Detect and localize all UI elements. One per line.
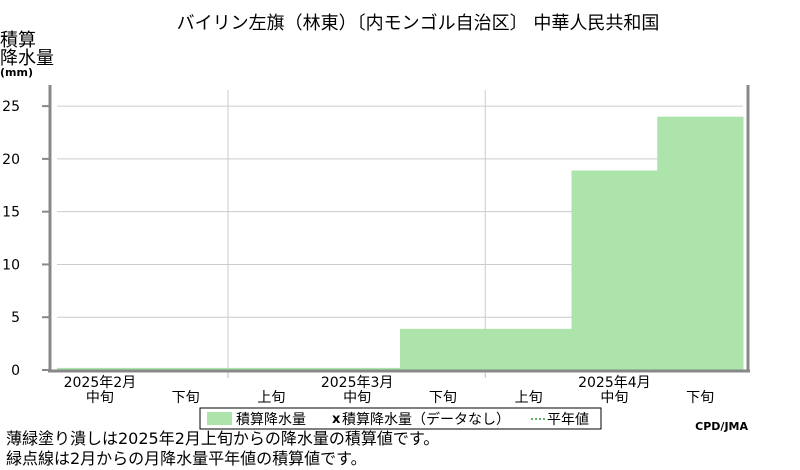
legend-box: [199, 407, 602, 430]
x-month-label: 2025年2月: [64, 375, 137, 391]
credit-label: CPD/JMA: [695, 420, 748, 433]
y-axis-label-line: 降水量: [0, 48, 54, 69]
x-dekad-label: 中旬: [86, 390, 114, 406]
y-tick-label: 25: [2, 99, 20, 115]
y-axis-label-line: (mm): [0, 66, 33, 79]
x-dekad-label: 中旬: [343, 390, 371, 406]
bar: [571, 170, 658, 370]
y-tick-label: 5: [11, 310, 20, 326]
bar: [228, 367, 315, 370]
x-month-label: 2025年4月: [578, 375, 651, 391]
legend-label: 積算降水量（データなし）: [342, 411, 510, 428]
x-dekad-label: 下旬: [686, 390, 714, 406]
y-tick-label: 10: [2, 257, 20, 273]
legend: 積算降水量 x 積算降水量（データなし） 平年値: [199, 407, 602, 430]
y-tick-label: 0: [11, 363, 20, 379]
x-month-label: 2025年3月: [321, 375, 394, 391]
y-tick-label: 20: [2, 152, 20, 168]
x-dekad-label: 下旬: [429, 390, 457, 406]
x-dekad-label: 上旬: [257, 390, 285, 406]
legend-label: 積算降水量: [236, 412, 306, 428]
bar: [142, 367, 229, 370]
bars: [57, 116, 744, 371]
legend-swatch-fill: [207, 412, 232, 425]
bar: [314, 367, 401, 370]
axes: [42, 85, 750, 378]
y-tick-label: 15: [2, 205, 20, 221]
note-fill: 薄緑塗り潰しは2025年2月上旬からの降水量の積算値です。: [6, 429, 440, 448]
bar: [657, 116, 744, 371]
x-dekad-label: 下旬: [172, 390, 200, 406]
note-dotted: 緑点線は2月からの月降水量平年値の積算値です。: [6, 449, 367, 468]
x-dekad-label: 中旬: [600, 390, 628, 406]
y-tick-labels: 0 5 10 15 20 25: [2, 99, 20, 379]
bar: [57, 367, 144, 370]
bar: [485, 328, 572, 370]
x-dekad-label: 上旬: [515, 390, 543, 406]
chart-title: バイリン左旗（林東）〔内モンゴル自治区〕 中華人民共和国: [177, 13, 660, 34]
legend-marker-x: x: [332, 412, 341, 427]
legend-label: 平年値: [547, 412, 589, 428]
y-axis-label: 積算降水量(mm): [0, 30, 54, 79]
bar: [400, 328, 487, 370]
y-axis-label-line: 積算: [0, 30, 36, 51]
